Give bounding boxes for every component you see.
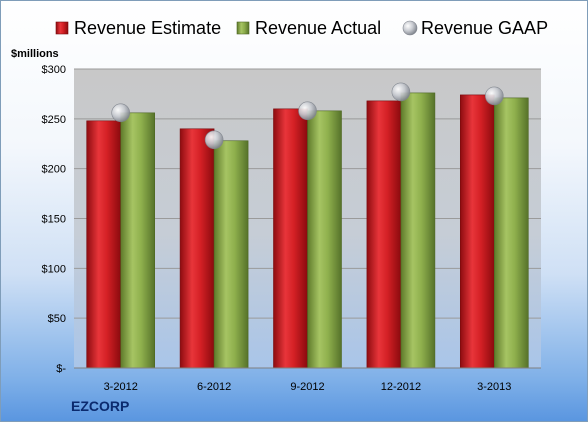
point-revenue-gaap (298, 101, 317, 121)
bars (86, 92, 529, 369)
y-tick-label: $250 (42, 114, 66, 126)
legend-label: Revenue Estimate (74, 18, 221, 38)
bar-revenue-estimate (86, 120, 121, 369)
x-tick-label: 3-2013 (477, 381, 511, 393)
bar-revenue-actual (213, 140, 249, 369)
company-name: EZCORP (71, 398, 129, 414)
gaap-points (111, 82, 504, 150)
legend: Revenue Estimate Revenue Actual Revenue GA… (55, 18, 548, 38)
y-tick-label: $50 (48, 313, 66, 325)
bar-revenue-actual (493, 97, 529, 369)
y-axis-ticks: $- $50 $100 $150 $200 $250 $300 (42, 64, 67, 375)
bar-revenue-actual (307, 110, 342, 369)
point-revenue-gaap (111, 103, 130, 123)
y-tick-label: $150 (42, 214, 66, 226)
x-tick-label: 9-2012 (290, 381, 324, 393)
bar-revenue-actual (400, 92, 436, 369)
legend-label: Revenue Actual (255, 18, 381, 38)
y-tick-label: $- (56, 363, 66, 375)
bar-revenue-estimate (179, 128, 215, 369)
y-tick-label: $200 (42, 164, 66, 176)
x-tick-label: 12-2012 (381, 381, 421, 393)
bar-revenue-estimate (366, 100, 402, 369)
x-tick-label: 6-2012 (197, 381, 231, 393)
bar-revenue-estimate (273, 108, 308, 369)
legend-swatch (55, 21, 69, 35)
y-tick-label: $100 (42, 263, 66, 275)
y-tick-label: $300 (42, 64, 66, 76)
legend-label: Revenue GAAP (421, 18, 548, 38)
y-axis-unit-label: $millions (11, 48, 59, 60)
point-revenue-gaap (204, 130, 224, 150)
x-axis-ticks: 3-2012 6-2012 9-2012 12-2012 3-2013 (104, 381, 512, 393)
point-revenue-gaap (391, 82, 411, 102)
legend-swatch (402, 20, 418, 36)
legend-swatch (236, 21, 250, 35)
point-revenue-gaap (484, 86, 504, 106)
bar-revenue-actual (120, 112, 155, 369)
bar-revenue-estimate (459, 94, 495, 369)
x-tick-label: 3-2012 (104, 381, 138, 393)
